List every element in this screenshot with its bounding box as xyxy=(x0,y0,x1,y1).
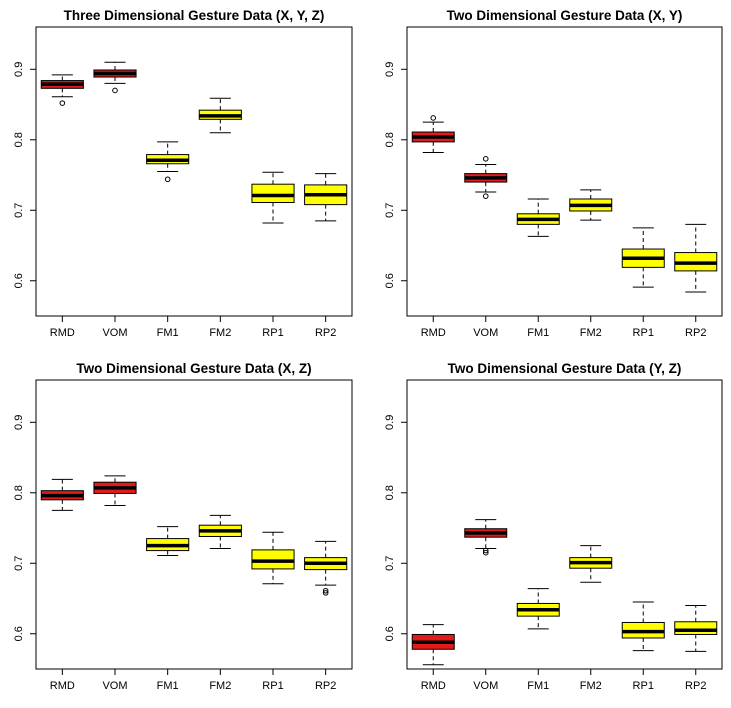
x-tick-label: VOM xyxy=(102,327,127,339)
box-rmd xyxy=(40,478,84,511)
x-tick-label: RP1 xyxy=(262,327,283,339)
x-tick-label: FM1 xyxy=(157,680,179,692)
box-rp1 xyxy=(621,227,665,288)
y-tick-label: 0.8 xyxy=(13,132,25,147)
x-tick-label: VOM xyxy=(102,680,127,692)
y-tick-label: 0.7 xyxy=(13,203,25,218)
box-fm1 xyxy=(516,198,560,237)
box-iqr xyxy=(674,621,718,635)
outlier-point xyxy=(482,547,489,554)
x-tick-label: FM1 xyxy=(527,680,549,692)
box-rp2 xyxy=(674,605,718,652)
outlier-point xyxy=(59,100,66,106)
x-tick-label: RP1 xyxy=(633,680,654,692)
chart-panel-4: Two Dimensional Gesture Data (Y, Z) 0.6 0.… xyxy=(384,361,723,692)
x-tick-label: RMD xyxy=(50,327,75,339)
box-fm2 xyxy=(569,189,613,221)
plot-frame xyxy=(406,379,723,670)
x-tick-label: VOM xyxy=(473,680,498,692)
outlier-point xyxy=(164,176,171,183)
y-tick-label: 0.7 xyxy=(384,203,396,218)
x-tick-label: FM1 xyxy=(527,327,549,339)
box-vom xyxy=(464,156,508,199)
box-rp2 xyxy=(674,223,718,293)
plot-frame xyxy=(35,379,353,670)
box-rp1 xyxy=(621,601,665,652)
box-fm2 xyxy=(198,97,242,134)
y-tick-label: 0.6 xyxy=(384,273,396,288)
y-tick-label: 0.6 xyxy=(384,626,396,641)
box-vom xyxy=(93,61,137,94)
plot-frame xyxy=(406,26,723,317)
chart-title: Two Dimensional Gesture Data (X, Y) xyxy=(447,8,683,23)
chart-panel-3: Two Dimensional Gesture Data (X, Z) 0.6 0.… xyxy=(13,361,353,692)
box-rmd xyxy=(411,115,455,153)
y-tick-label: 0.9 xyxy=(13,62,25,77)
x-tick-label: RP2 xyxy=(315,680,336,692)
y-tick-label: 0.8 xyxy=(384,132,396,147)
y-tick-label: 0.9 xyxy=(384,62,396,77)
x-tick-label: FM2 xyxy=(580,680,602,692)
outlier-point xyxy=(482,549,489,556)
x-tick-label: RP2 xyxy=(685,327,706,339)
y-tick-label: 0.7 xyxy=(384,556,396,571)
x-tick-label: FM2 xyxy=(580,327,602,339)
outlier-point xyxy=(112,87,118,94)
box-rmd xyxy=(411,624,455,666)
x-tick-label: FM2 xyxy=(209,680,231,692)
plot-frame xyxy=(35,26,353,317)
x-tick-label: RMD xyxy=(421,327,446,339)
x-tick-label: RMD xyxy=(421,680,446,692)
x-tick-label: RP1 xyxy=(633,327,654,339)
y-tick-label: 0.7 xyxy=(13,556,25,571)
x-tick-label: RP2 xyxy=(685,680,706,692)
box-rp1 xyxy=(251,171,295,224)
box-fm2 xyxy=(569,545,613,583)
chart-title: Two Dimensional Gesture Data (X, Z) xyxy=(76,361,311,376)
y-tick-label: 0.8 xyxy=(384,485,396,500)
outlier-point xyxy=(322,587,329,594)
box-fm1 xyxy=(146,526,190,557)
box-rmd xyxy=(40,74,84,106)
chart-panel-2: Two Dimensional Gesture Data (X, Y) 0.6 0.… xyxy=(384,8,723,339)
x-tick-label: RP2 xyxy=(315,327,336,339)
box-fm2 xyxy=(198,514,242,549)
outlier-point xyxy=(430,115,437,121)
x-tick-label: FM1 xyxy=(157,327,179,339)
y-tick-label: 0.8 xyxy=(13,485,25,500)
box-vom xyxy=(464,519,508,556)
box-iqr xyxy=(251,183,295,204)
y-tick-label: 0.9 xyxy=(13,415,25,430)
chart-panel-1: Three Dimensional Gesture Data (X, Y, Z)… xyxy=(13,8,353,339)
box-rp2 xyxy=(304,173,348,222)
x-tick-label: RP1 xyxy=(262,680,283,692)
box-iqr xyxy=(251,549,295,570)
box-rp2 xyxy=(304,540,348,596)
chart-title: Two Dimensional Gesture Data (Y, Z) xyxy=(448,361,682,376)
box-rp1 xyxy=(251,531,295,585)
box-vom xyxy=(93,475,137,506)
outlier-point xyxy=(482,193,489,199)
chart-title: Three Dimensional Gesture Data (X, Y, Z) xyxy=(64,8,325,23)
y-tick-label: 0.6 xyxy=(13,273,25,288)
x-tick-label: FM2 xyxy=(209,327,231,339)
y-tick-label: 0.9 xyxy=(384,415,396,430)
y-tick-label: 0.6 xyxy=(13,626,25,641)
outlier-point xyxy=(482,156,489,162)
x-tick-label: VOM xyxy=(473,327,498,339)
outlier-point xyxy=(322,590,329,596)
box-fm1 xyxy=(146,141,190,183)
x-tick-label: RMD xyxy=(50,680,75,692)
box-fm1 xyxy=(516,588,560,630)
